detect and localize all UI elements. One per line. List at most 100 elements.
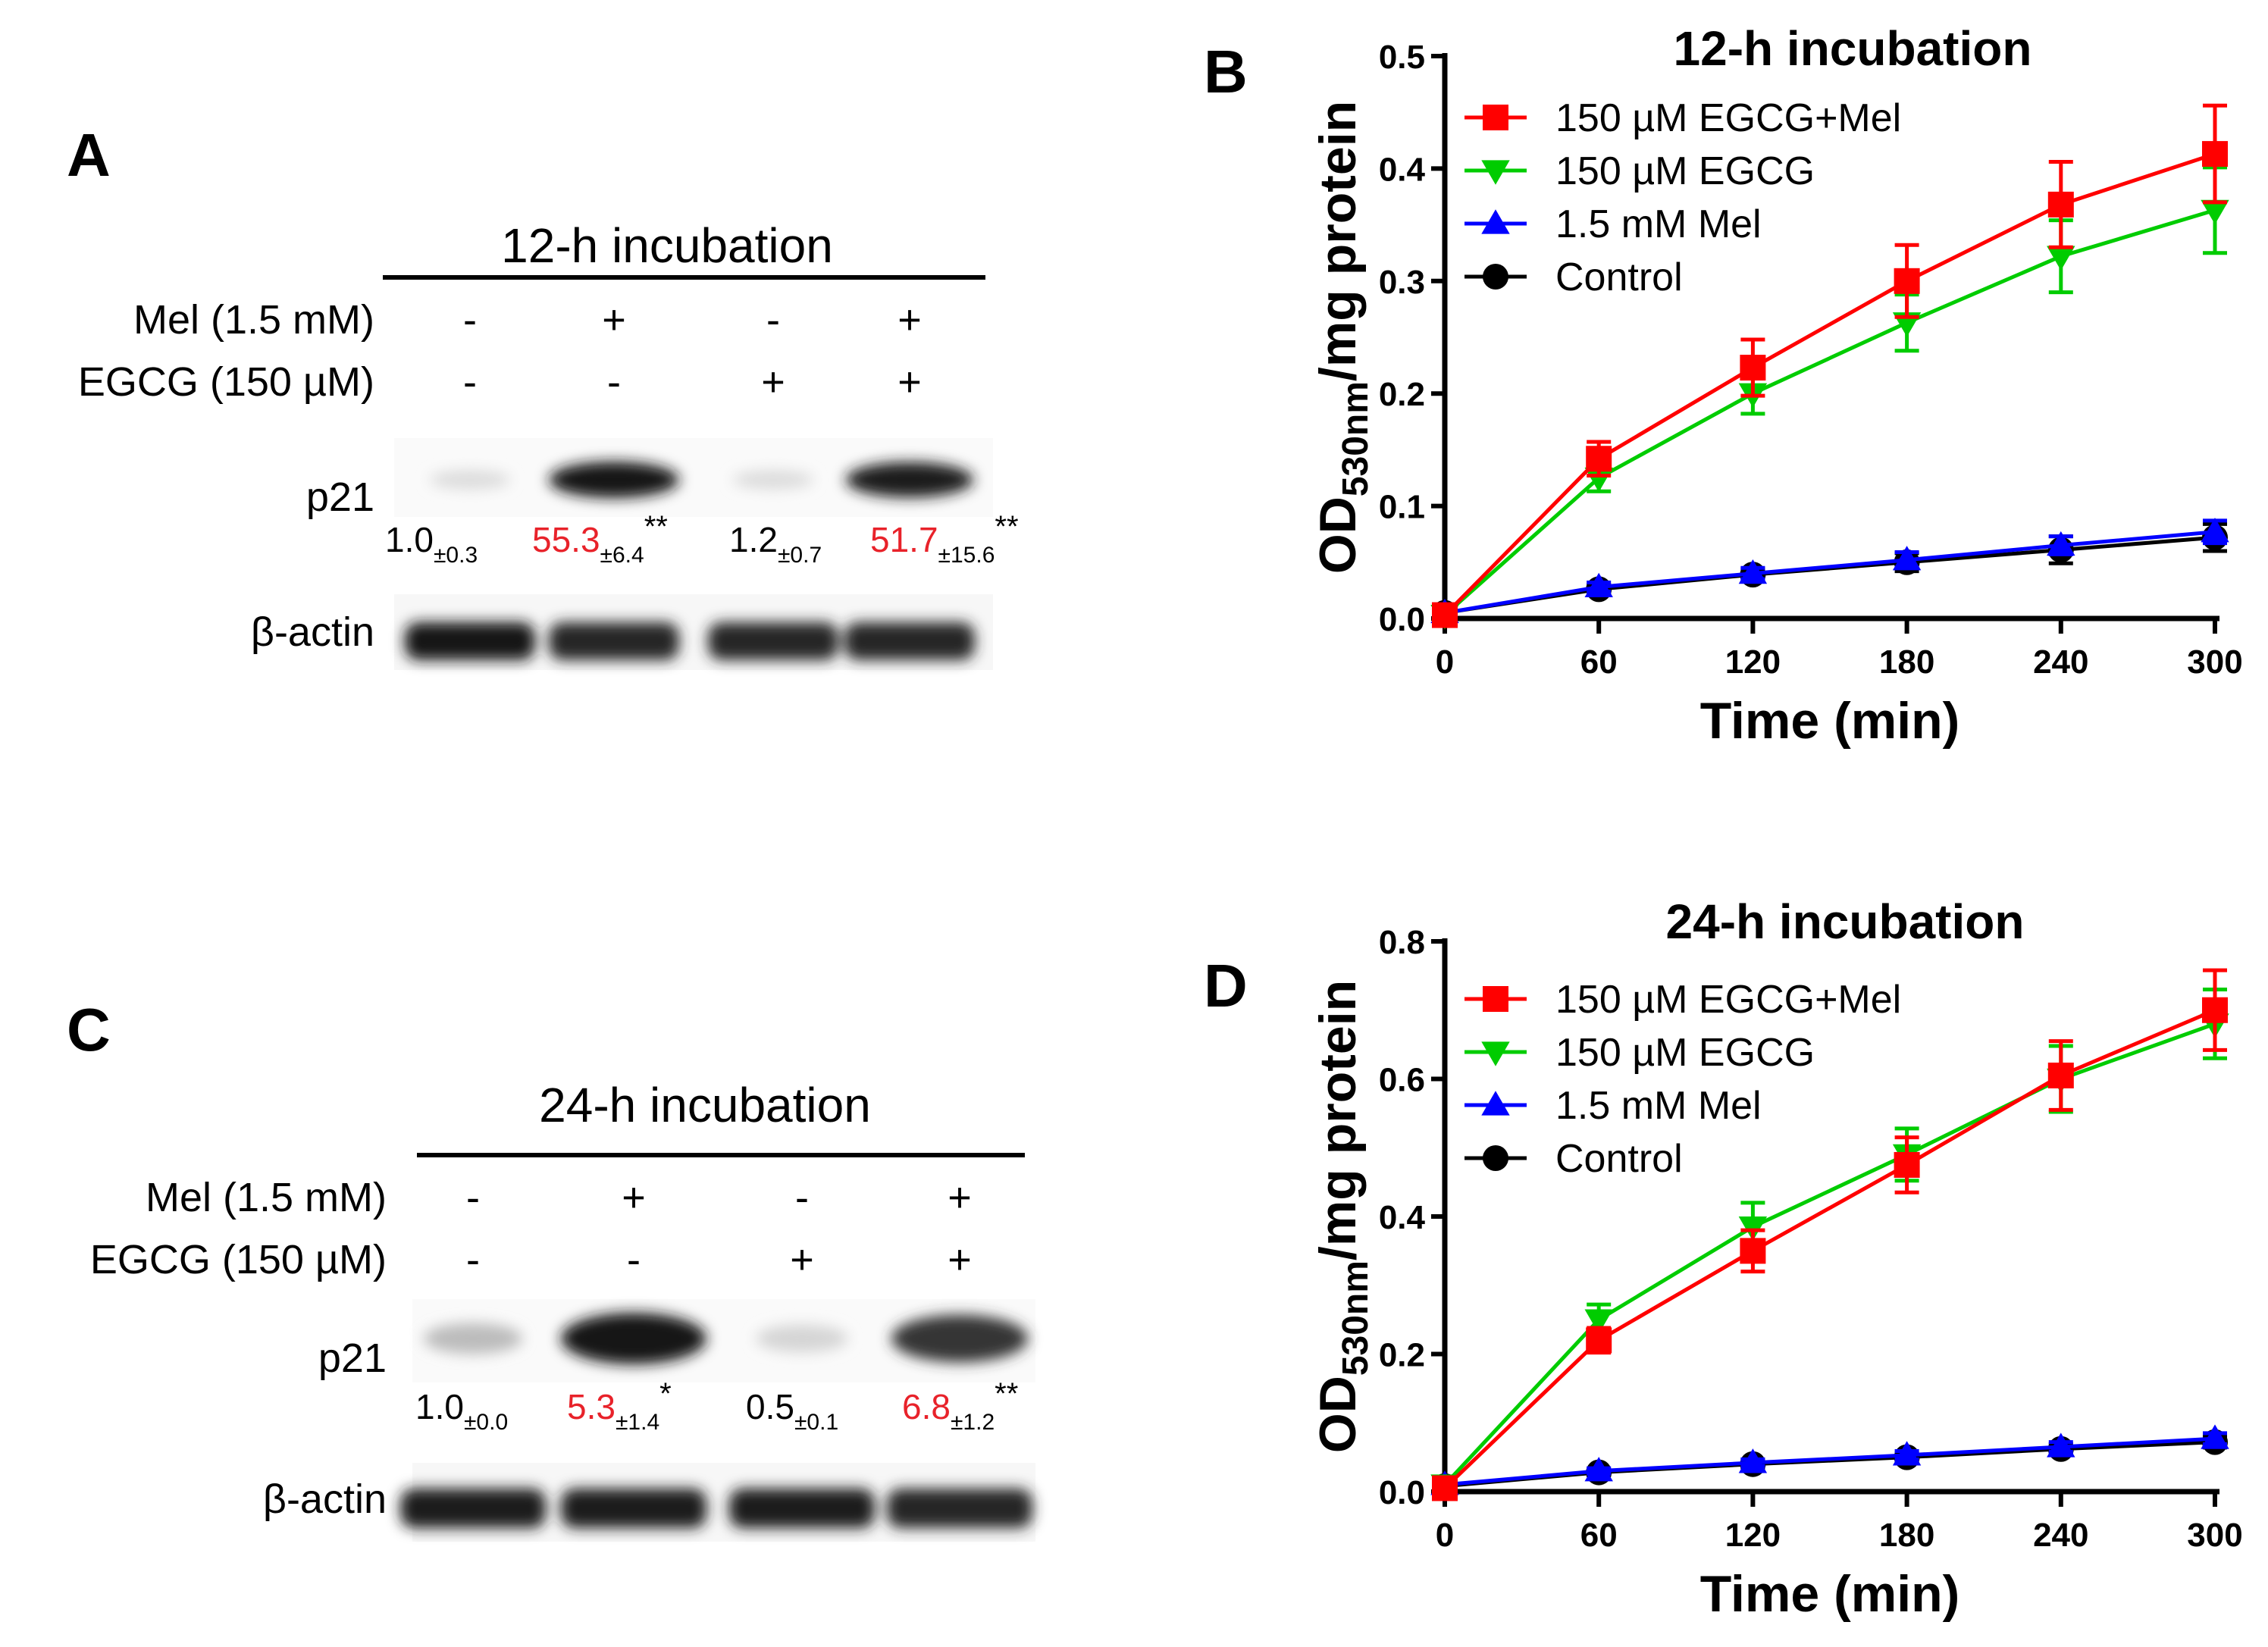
panel-b-letter: B [1204, 38, 1248, 105]
quant-value: 5.3 [567, 1387, 616, 1426]
y-axis-label: OD530nm/mg protein [1309, 980, 1376, 1453]
quant-value: 55.3 [532, 520, 600, 559]
series-triangle-up [1430, 1424, 2229, 1495]
quant-sd: ±1.4 [616, 1410, 659, 1435]
series-marker [1483, 264, 1508, 290]
y-tick-label: 0.0 [1379, 601, 1425, 638]
legend: 150 µM EGCG+Mel 150 µM EGCG 1.5 mM Mel Cont… [1464, 978, 1901, 1181]
series-marker [2202, 141, 2228, 168]
y-axis-label-main: OD [1309, 496, 1367, 574]
panel-a-actin-bands [405, 622, 975, 660]
series-triangle-up [1430, 518, 2229, 624]
series-marker [1892, 1441, 1922, 1466]
egcg-sign: + [761, 359, 785, 405]
legend-entry: Control [1555, 1137, 1683, 1181]
actin-band [844, 622, 975, 660]
quant-sd: ±1.2 [951, 1410, 995, 1435]
y-tick-label: 0.4 [1379, 151, 1426, 188]
actin-band [887, 1489, 1032, 1528]
mel-sign: - [795, 1175, 809, 1220]
quant-label: 6.8±1.2** [902, 1377, 1018, 1435]
egcg-sign: + [897, 359, 922, 405]
y-axis-label-rest: /mg protein [1309, 101, 1367, 381]
x-axis-label: Time (min) [1700, 692, 1960, 750]
series-marker [2201, 518, 2229, 543]
panel-c-p21-label: p21 [318, 1335, 387, 1381]
panel-a-p21-label: p21 [306, 474, 374, 520]
y-tick-label: 0.2 [1379, 1337, 1425, 1374]
panel-c-quantification: 1.0±0.0 5.3±1.4* 0.5±0.1 6.8±1.2** [415, 1377, 1018, 1435]
chart-d: D 24-h incubation 0.0 0.2 0.4 0.6 0.8 0 60 120 18… [1204, 894, 2243, 1623]
mel-sign: - [463, 297, 477, 343]
panel-c-actin-bands [400, 1489, 1032, 1528]
egcg-sign: + [948, 1237, 972, 1282]
x-tick-label: 240 [2033, 643, 2088, 681]
x-tick-label: 120 [1725, 643, 1781, 681]
quant-significance: ** [644, 510, 668, 543]
actin-band [708, 622, 838, 660]
series-marker [1432, 602, 1458, 628]
chart-b: B 12-h incubation 0.0 0.1 0.2 0.3 0.4 0.5 0 60 12… [1204, 21, 2243, 750]
y-axis-label-rest: /mg protein [1309, 980, 1367, 1260]
series-marker [2047, 1062, 2074, 1088]
panel-a-mel-label: Mel (1.5 mM) [133, 297, 374, 343]
x-axis-label: Time (min) [1700, 1565, 1960, 1623]
series-marker [1481, 1041, 1510, 1066]
quant-value: 51.7 [870, 520, 938, 559]
legend-entry: 150 µM EGCG+Mel [1555, 96, 1901, 140]
x-tick-label: 300 [2187, 643, 2242, 681]
series-marker [1584, 1457, 1613, 1482]
quant-sd: ±6.4 [600, 543, 644, 568]
p21-band [756, 1324, 848, 1353]
series-marker [1892, 546, 1922, 571]
quant-significance: ** [995, 1377, 1018, 1411]
chart-title: 12-h incubation [1674, 21, 2032, 76]
p21-band [732, 470, 814, 490]
actin-band [561, 1489, 706, 1528]
series-marker [1432, 1475, 1458, 1501]
panel-a-title: 12-h incubation [501, 218, 833, 273]
egcg-sign: + [790, 1237, 814, 1282]
mel-sign: + [622, 1175, 646, 1220]
quant-sd: ±0.1 [794, 1410, 838, 1435]
quant-significance: ** [995, 510, 1018, 543]
series-marker [1483, 105, 1508, 130]
mel-sign: + [602, 297, 626, 343]
y-tick-label: 0.3 [1379, 264, 1425, 301]
quant-sd: ±15.6 [938, 543, 995, 568]
egcg-sign: - [607, 359, 621, 405]
quant-label: 0.5±0.1 [746, 1387, 838, 1435]
y-tick-label: 0.1 [1379, 489, 1425, 526]
series-square [1432, 968, 2228, 1501]
actin-band [729, 1489, 875, 1528]
series-line [1443, 1008, 2216, 1490]
panel-c-p21-bands [423, 1313, 1029, 1364]
mel-sign: - [466, 1175, 480, 1220]
series-marker [1740, 1238, 1766, 1264]
series-marker [1481, 209, 1510, 234]
mel-sign: + [948, 1175, 972, 1220]
quant-value: 0.5 [746, 1387, 794, 1426]
series-square [1432, 103, 2228, 628]
quant-label: 1.0±0.3 [385, 520, 478, 568]
p21-band [423, 1323, 523, 1354]
series-marker [1586, 446, 1612, 472]
quant-value: 6.8 [902, 1387, 951, 1426]
series-marker [1738, 1448, 1768, 1473]
series-line [1443, 208, 2216, 617]
x-tick-label: 300 [2187, 1517, 2242, 1554]
p21-band [845, 462, 974, 498]
actin-band [549, 622, 679, 660]
legend: 150 µM EGCG+Mel 150 µM EGCG 1.5 mM Mel Cont… [1464, 96, 1901, 299]
x-tick-label: 0 [1436, 643, 1454, 681]
quant-value: 1.0 [415, 1387, 464, 1426]
egcg-sign: - [463, 359, 477, 405]
chart-title: 24-h incubation [1666, 894, 2025, 949]
series-marker [2047, 1433, 2075, 1458]
series-circle [1432, 521, 2228, 626]
quant-label: 1.0±0.0 [415, 1387, 508, 1435]
panel-a-signs: - - + - - + + + [463, 297, 922, 405]
y-axis-label-sub: 530nm [1336, 381, 1376, 496]
panel-c-letter: C [67, 996, 111, 1063]
x-tick-label: 180 [1879, 1517, 1934, 1554]
